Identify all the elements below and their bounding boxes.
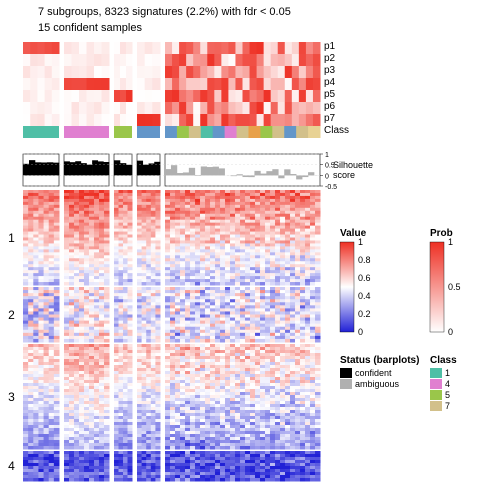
cluster-label: 4 [4, 459, 19, 473]
svg-text:1: 1 [325, 152, 329, 159]
cluster-label: 1 [4, 231, 19, 245]
silhouette-label: Silhouette [333, 160, 373, 170]
legend-value: Value [340, 228, 366, 241]
svg-text:-0.5: -0.5 [325, 184, 337, 191]
cluster-label: 2 [4, 308, 19, 322]
legend-prob: Prob [430, 228, 453, 241]
legend-status: Status (barplots)confidentambiguous [340, 355, 419, 390]
legend-class: Class1457 [430, 355, 457, 412]
heatmap-figure: 10.50-0.510.80.60.40.2010.50 [0, 0, 504, 504]
silhouette-label2: score [333, 170, 355, 180]
svg-text:0: 0 [325, 173, 329, 180]
cluster-label: 3 [4, 390, 19, 404]
